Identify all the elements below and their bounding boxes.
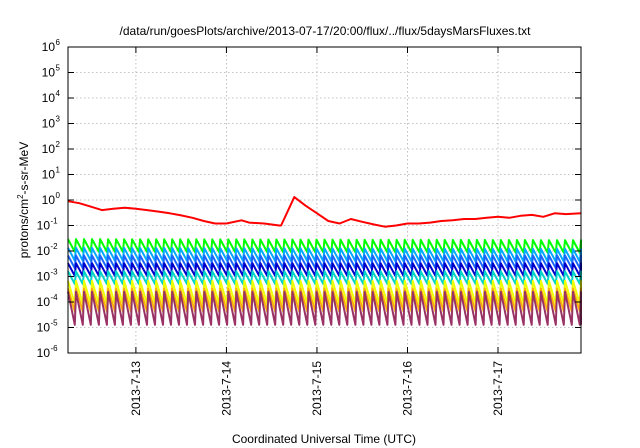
- x-tick-label: 2013-7-16: [400, 361, 414, 416]
- y-tick-exponent: 3: [56, 115, 61, 124]
- y-tick-label: 10-4: [37, 293, 59, 309]
- y-tick-label: 101: [42, 166, 61, 182]
- y-tick-exponent: 4: [56, 89, 61, 98]
- y-tick-base: 10: [42, 40, 56, 54]
- y-tick-label: 105: [42, 64, 61, 80]
- y-tick-label: 10-5: [37, 319, 59, 335]
- y-tick-exponent: -3: [51, 268, 59, 277]
- y-axis-label-superscript: 2: [16, 194, 25, 199]
- y-tick-base: 10: [42, 117, 56, 131]
- y-tick-exponent: -5: [51, 319, 59, 328]
- y-tick-base: 10: [42, 142, 56, 156]
- y-tick-exponent: 2: [56, 140, 61, 149]
- y-tick-exponent: -4: [51, 293, 59, 302]
- x-tick-label: 2013-7-15: [310, 361, 324, 416]
- axes: 10-610-510-410-310-210-11001011021031041…: [37, 38, 581, 416]
- y-tick-label: 10-1: [37, 217, 59, 233]
- y-tick-base: 10: [37, 219, 51, 233]
- y-tick-exponent: -2: [51, 242, 59, 251]
- series-line-6: [67, 270, 582, 285]
- data-series: [67, 196, 582, 326]
- y-tick-label: 103: [42, 115, 61, 131]
- x-tick-label: 2013-7-17: [491, 361, 505, 416]
- y-tick-label: 104: [42, 89, 61, 105]
- y-tick-base: 10: [42, 91, 56, 105]
- y-tick-exponent: -6: [51, 344, 59, 353]
- x-tick-label: 2013-7-13: [129, 361, 143, 416]
- y-axis-label: protons/cm2-s-sr-MeV: [16, 142, 31, 258]
- y-tick-label: 100: [42, 191, 61, 207]
- y-tick-base: 10: [37, 346, 51, 360]
- y-tick-exponent: 6: [56, 38, 61, 47]
- y-tick-base: 10: [42, 66, 56, 80]
- y-tick-base: 10: [37, 321, 51, 335]
- series-line-9: [67, 290, 582, 326]
- y-tick-label: 106: [42, 38, 61, 54]
- series-line-1: [67, 196, 582, 228]
- y-axis-label-part: protons/cm: [17, 199, 31, 258]
- y-tick-exponent: 1: [56, 166, 61, 175]
- y-tick-label: 10-3: [37, 268, 59, 284]
- y-tick-base: 10: [37, 295, 51, 309]
- x-axis-label: Coordinated Universal Time (UTC): [232, 432, 416, 446]
- series-line-4: [67, 254, 582, 270]
- y-tick-exponent: 0: [56, 191, 61, 200]
- y-tick-label: 10-2: [37, 242, 59, 258]
- series-line-5: [67, 262, 582, 277]
- y-tick-base: 10: [37, 270, 51, 284]
- y-axis-label-part: -s-sr-MeV: [17, 142, 31, 195]
- y-tick-exponent: 5: [56, 64, 61, 73]
- y-tick-exponent: -1: [51, 217, 59, 226]
- y-tick-base: 10: [42, 193, 56, 207]
- series-line-2: [67, 238, 582, 254]
- chart-title: /data/run/goesPlots/archive/2013-07-17/2…: [120, 24, 532, 38]
- y-tick-base: 10: [42, 168, 56, 182]
- x-tick-label: 2013-7-14: [219, 361, 233, 416]
- y-tick-label: 10-6: [37, 344, 59, 360]
- y-tick-label: 102: [42, 140, 61, 156]
- y-tick-base: 10: [37, 244, 51, 258]
